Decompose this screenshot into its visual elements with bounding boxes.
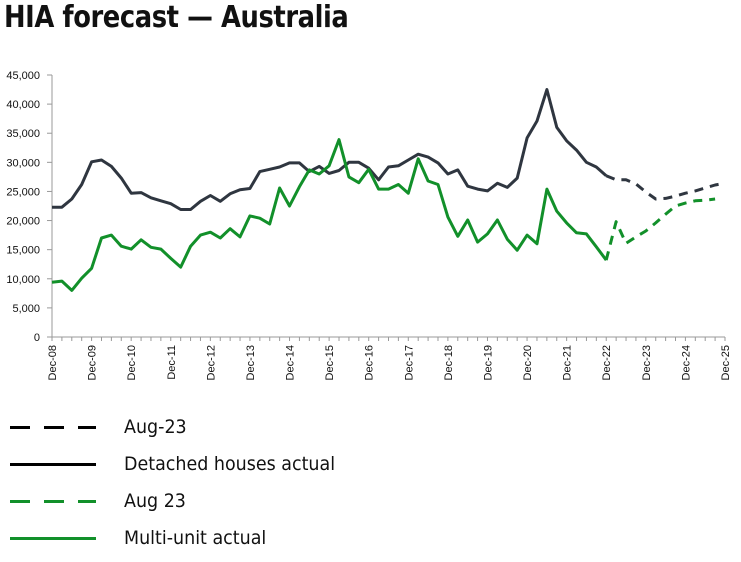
detached-actual-line xyxy=(52,88,608,211)
x-tick-label: Dec-15 xyxy=(324,345,336,380)
legend-swatch-solid-black xyxy=(10,462,96,466)
legend-swatch-dashed-black xyxy=(10,425,96,429)
y-tick-label: 45,000 xyxy=(6,70,40,82)
legend-label: Multi-unit actual xyxy=(124,526,267,549)
x-tick-label: Dec-23 xyxy=(641,345,653,380)
multi-unit-actual-line xyxy=(51,138,608,292)
chart-title: HIA forecast — Australia xyxy=(4,0,349,35)
x-tick-label: Dec-12 xyxy=(205,345,217,380)
legend-item-multi-unit-actual: Multi-unit actual xyxy=(10,519,353,556)
y-tick-label: 35,000 xyxy=(6,128,40,140)
x-tick-label: Dec-18 xyxy=(443,345,455,380)
y-axis: 0 5,000 10,000 15,000 20,000 25,000 30,000 35,0… xyxy=(6,70,53,344)
x-tick-label: Dec-16 xyxy=(364,345,376,380)
x-tick-label: Dec-11 xyxy=(166,345,178,380)
detached-forecast-line xyxy=(605,174,726,201)
series-layer xyxy=(51,88,726,292)
legend-label: Detached houses actual xyxy=(124,452,336,475)
legend-item-multi-unit-forecast: Aug 23 xyxy=(10,482,353,519)
y-tick-label: 10,000 xyxy=(6,274,40,286)
y-tick-label: 0 xyxy=(34,332,40,344)
line-chart: 0 5,000 10,000 15,000 20,000 25,000 30,000 35,0… xyxy=(6,70,732,380)
x-axis: Dec-08 Dec-09 Dec-10 Dec-11 Dec-12 Dec-13 Dec-… xyxy=(47,336,732,380)
x-tick-label: Dec-10 xyxy=(126,345,138,380)
x-tick-label: Dec-22 xyxy=(601,345,613,380)
x-tick-label: Dec-17 xyxy=(403,345,415,380)
multi-unit-forecast-line xyxy=(604,197,716,261)
y-tick-label: 15,000 xyxy=(6,245,40,257)
y-tick-label: 25,000 xyxy=(6,186,40,198)
legend-label: Aug-23 xyxy=(124,415,187,438)
legend-label: Aug 23 xyxy=(124,489,186,512)
y-tick-label: 30,000 xyxy=(6,157,40,169)
y-tick-label: 20,000 xyxy=(6,216,40,228)
x-tick-label: Dec-19 xyxy=(482,345,494,380)
legend-swatch-dashed-green xyxy=(10,499,96,503)
legend: Aug-23 Detached houses actual Aug 23 Mul… xyxy=(10,408,353,556)
x-tick-label: Dec-24 xyxy=(680,345,692,380)
y-tick-label: 5,000 xyxy=(12,303,40,315)
y-tick-label: 40,000 xyxy=(6,99,40,111)
x-tick-label: Dec-14 xyxy=(285,345,297,380)
x-tick-label: Dec-09 xyxy=(87,345,99,380)
x-tick-label: Dec-21 xyxy=(562,345,574,380)
x-tick-label: Dec-25 xyxy=(720,345,732,380)
x-tick-label: Dec-20 xyxy=(522,345,534,380)
x-tick-label: Dec-13 xyxy=(245,345,257,380)
legend-item-detached-forecast: Aug-23 xyxy=(10,408,353,445)
x-tick-label: Dec-08 xyxy=(47,345,59,380)
legend-swatch-solid-green xyxy=(10,536,96,540)
legend-item-detached-actual: Detached houses actual xyxy=(10,445,353,482)
